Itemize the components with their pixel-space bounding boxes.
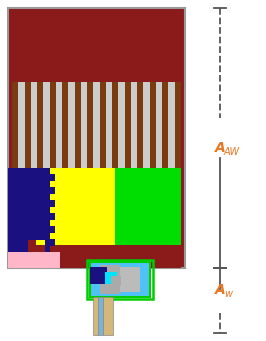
Bar xyxy=(168,82,175,168)
Bar xyxy=(18,82,24,168)
Bar xyxy=(106,82,112,168)
Bar xyxy=(120,267,140,292)
Bar xyxy=(12,12,181,82)
Text: A: A xyxy=(215,283,226,297)
Bar xyxy=(143,82,150,168)
Bar xyxy=(93,297,98,335)
Bar xyxy=(87,260,153,299)
Bar xyxy=(56,82,62,168)
Bar xyxy=(43,82,49,168)
Bar xyxy=(131,82,137,168)
Bar xyxy=(103,297,113,335)
Bar xyxy=(115,168,181,245)
Bar xyxy=(31,82,37,168)
Polygon shape xyxy=(8,168,55,252)
Bar xyxy=(111,276,121,286)
Bar xyxy=(12,82,181,168)
Bar xyxy=(81,82,87,168)
Bar xyxy=(105,272,117,284)
Text: A: A xyxy=(215,141,226,155)
Bar xyxy=(90,262,150,297)
Bar xyxy=(93,82,100,168)
Bar xyxy=(156,82,162,168)
Text: w: w xyxy=(224,289,232,299)
Bar xyxy=(8,252,60,268)
Bar xyxy=(36,245,181,268)
Bar xyxy=(98,297,103,335)
Bar xyxy=(90,267,107,284)
Bar xyxy=(68,82,74,168)
Text: AW: AW xyxy=(224,147,240,157)
Bar xyxy=(118,82,125,168)
Bar xyxy=(8,8,185,268)
Bar xyxy=(100,265,120,294)
Bar xyxy=(36,168,115,248)
